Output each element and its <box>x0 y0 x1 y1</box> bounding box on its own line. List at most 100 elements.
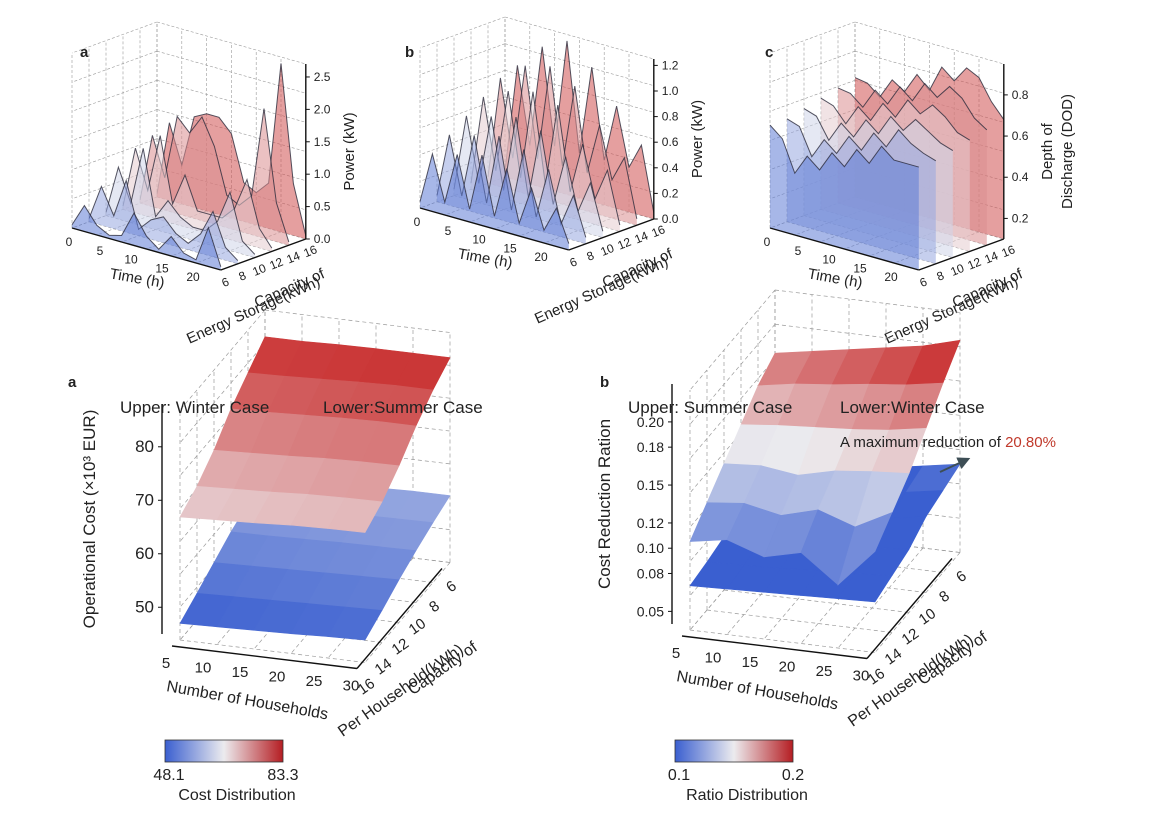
y-tick-label: 12 <box>267 255 285 273</box>
grid-line <box>156 21 306 65</box>
y-tick-label: 10 <box>598 241 616 259</box>
z-tick-label: 0.18 <box>637 439 664 455</box>
annotation-text: A maximum reduction of <box>840 434 1005 451</box>
legend-lower: Lower:Summer Case <box>323 398 483 417</box>
z-tick-label: 0.0 <box>314 232 331 246</box>
z-axis-title: Cost Reduction Ration <box>595 419 614 589</box>
y-tick-label: 16 <box>999 242 1017 260</box>
grid-line <box>837 547 924 649</box>
z-tick-label: 0.15 <box>637 477 664 493</box>
y-axis-line <box>918 238 1005 271</box>
legend-lower: Lower:Winter Case <box>840 398 985 417</box>
y-tick-label: 6 <box>568 254 580 270</box>
x-axis-line <box>681 635 868 660</box>
grid-line <box>179 342 266 444</box>
x-tick-label: 10 <box>472 233 486 247</box>
grid-line <box>419 70 506 102</box>
x-tick-label: 5 <box>162 655 170 672</box>
y-tick-label: 14 <box>882 645 905 668</box>
y-tick-label: 10 <box>948 261 966 279</box>
x-tick-label: 30 <box>853 668 870 685</box>
z-axis-title-line-1: Depth of <box>1039 122 1056 180</box>
y-tick-label: 6 <box>220 274 232 290</box>
legend-upper: Upper: Winter Case <box>120 398 269 417</box>
x-tick-label: 0 <box>764 235 771 249</box>
grid-line <box>774 323 961 348</box>
y-axis-title-line-2: Energy Storage(kWh) <box>532 253 671 327</box>
ridge-area-6-kWh <box>770 125 919 270</box>
y-axis-line <box>356 568 443 669</box>
x-tick-label: 0 <box>66 235 73 249</box>
colorbar-title: Ratio Distribution <box>686 787 808 804</box>
z-tick-label: 80 <box>135 437 154 456</box>
grid-line <box>71 138 158 170</box>
grid-line <box>71 21 158 54</box>
ridge-line-12-kWh <box>820 97 971 141</box>
z-tick-label: 1.0 <box>314 167 331 181</box>
grid-line <box>689 289 776 391</box>
grid-line <box>769 50 856 83</box>
grid-line <box>71 109 158 141</box>
y-tick-label: 10 <box>406 615 429 638</box>
y-axis-line <box>220 238 307 271</box>
y-tick-label: 14 <box>632 228 650 246</box>
z-tick-label: 1.5 <box>314 135 331 149</box>
grid-line <box>364 562 451 663</box>
grid-line <box>71 80 158 112</box>
panel-label: b <box>600 374 609 391</box>
ridge-line-8-kWh <box>786 118 937 162</box>
grid-line <box>854 21 1004 65</box>
z-tick-label: 2.5 <box>314 70 331 84</box>
y-tick-label: 16 <box>865 665 888 688</box>
grid-line <box>504 16 654 60</box>
ridge-area-6-kWh <box>72 205 221 270</box>
legend-upper: Upper: Summer Case <box>628 398 792 417</box>
y-tick-label: 6 <box>443 577 460 596</box>
z-tick-label: 0.05 <box>637 603 664 619</box>
grid-line <box>723 589 910 613</box>
x-tick-label: 25 <box>306 673 323 690</box>
x-axis-line <box>71 227 221 271</box>
y-tick-label: 12 <box>615 235 633 253</box>
x-tick-label: 5 <box>97 244 104 258</box>
y-tick-label: 8 <box>935 268 947 284</box>
z-tick-label: 0.6 <box>1012 129 1029 143</box>
y-tick-label: 8 <box>426 597 443 616</box>
z-tick-label: 0.4 <box>662 161 679 175</box>
z-axis-title: Operational Cost (×10³ EUR) <box>80 410 99 629</box>
surface-facet-upper <box>327 497 383 533</box>
x-tick-label: 5 <box>445 224 452 238</box>
colorbar <box>674 739 794 763</box>
max-reduction-annotation: A maximum reduction of 20.80% <box>840 434 1056 451</box>
z-tick-label: 50 <box>135 597 154 616</box>
grid-line <box>769 80 856 112</box>
colorbar-max-label: 83.3 <box>267 767 298 784</box>
x-tick-label: 5 <box>795 244 802 258</box>
annotation-arrow <box>939 457 971 473</box>
y-tick-label: 10 <box>916 605 939 628</box>
grid-line <box>179 639 366 663</box>
grid-line <box>689 324 776 425</box>
x-tick-label: 20 <box>186 270 200 284</box>
ridge-line-8-kWh <box>88 178 239 261</box>
grid-line <box>774 289 961 313</box>
y-tick-label: 6 <box>918 274 930 290</box>
colorbar-title: Cost Distribution <box>178 787 295 804</box>
colorbar-min-label: 48.1 <box>153 767 184 784</box>
ridge-line-14-kWh <box>837 82 988 131</box>
x-tick-label: 15 <box>742 654 759 671</box>
panel-label: b <box>405 44 414 61</box>
y-tick-label: 6 <box>953 567 970 586</box>
grid-line <box>419 16 506 49</box>
x-tick-label: 0 <box>414 215 421 229</box>
colorbar-min-label: 0.1 <box>668 767 690 784</box>
ridge-line-6-kWh <box>71 204 222 267</box>
y-tick-label: 12 <box>965 255 983 273</box>
y-tick-label: 12 <box>389 635 412 658</box>
grid-line <box>874 552 961 653</box>
y-tick-label: 14 <box>284 248 302 266</box>
grid-line <box>769 21 856 54</box>
x-tick-label: 10 <box>822 253 836 267</box>
